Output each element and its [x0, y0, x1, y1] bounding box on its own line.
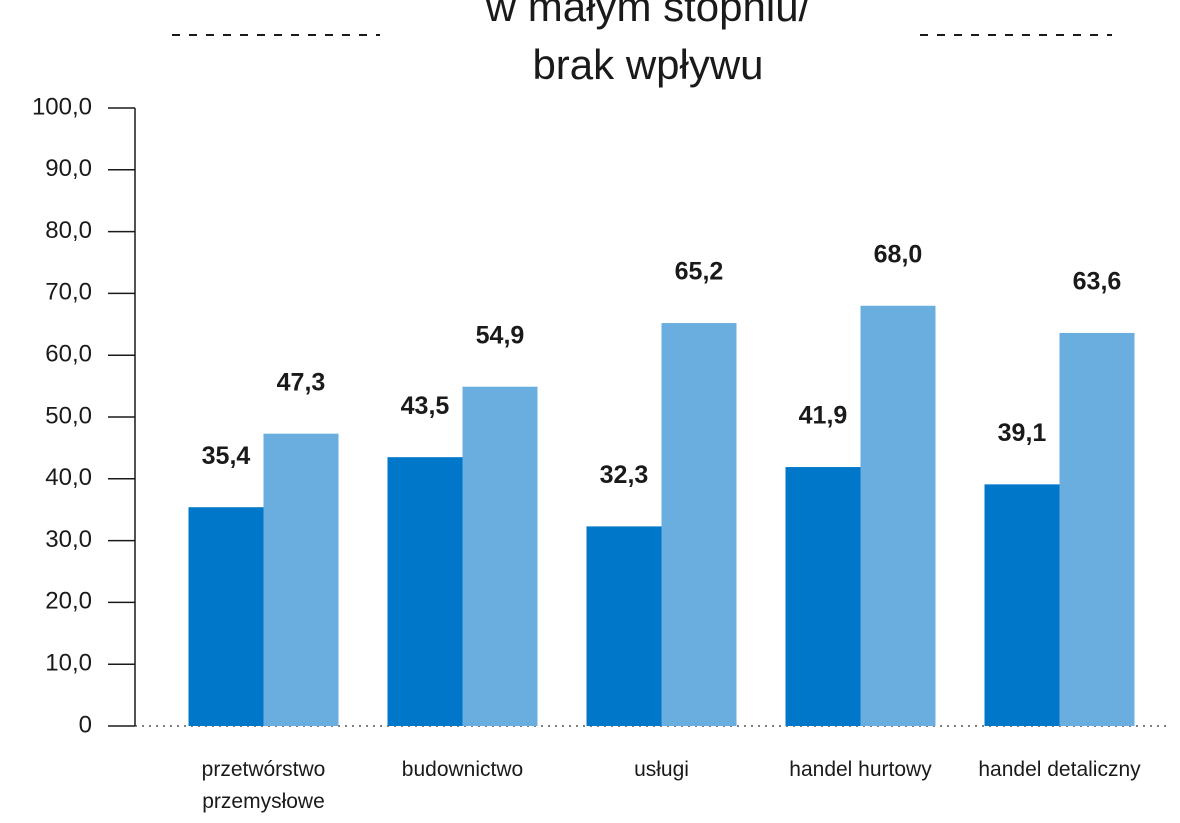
y-tick-label: 0 — [79, 711, 92, 738]
x-tick-label: handel hurtowy — [789, 758, 932, 781]
y-tick-label: 10,0 — [45, 650, 92, 677]
y-tick-label: 30,0 — [45, 526, 92, 553]
bar — [586, 526, 662, 726]
x-tick-label: handel detaliczny — [978, 758, 1141, 781]
value-label: 43,5 — [401, 392, 450, 420]
bar — [188, 507, 264, 726]
bar — [860, 305, 936, 726]
value-label: 65,2 — [675, 258, 724, 286]
value-label: 41,9 — [799, 402, 848, 430]
value-label: 63,6 — [1073, 268, 1122, 296]
y-tick-label: 90,0 — [45, 155, 92, 182]
bar — [1059, 332, 1135, 726]
bar — [462, 386, 538, 726]
bar — [387, 457, 463, 726]
x-tick-label: przetwórstwo przemysłowe — [201, 758, 326, 813]
value-label: 54,9 — [476, 321, 525, 349]
x-tick-label: usługi — [634, 758, 689, 781]
chart-title: brak wpływu — [532, 41, 763, 88]
bar — [984, 484, 1060, 726]
y-tick-label: 70,0 — [45, 279, 92, 306]
value-label: 47,3 — [277, 368, 326, 396]
value-label: 32,3 — [600, 461, 649, 489]
chart-title: w małym stopniu/ — [485, 0, 811, 30]
y-tick-label: 20,0 — [45, 588, 92, 615]
bar — [661, 323, 737, 726]
y-tick-label: 50,0 — [45, 402, 92, 429]
y-tick-label: 100,0 — [32, 93, 92, 120]
bar — [263, 433, 339, 726]
y-tick-label: 80,0 — [45, 217, 92, 244]
bar — [785, 467, 861, 726]
x-tick-label: budownictwo — [401, 758, 524, 781]
value-label: 68,0 — [874, 240, 923, 268]
y-tick-label: 40,0 — [45, 464, 92, 491]
value-label: 35,4 — [202, 442, 251, 470]
y-tick-label: 60,0 — [45, 341, 92, 368]
value-label: 39,1 — [998, 419, 1047, 447]
